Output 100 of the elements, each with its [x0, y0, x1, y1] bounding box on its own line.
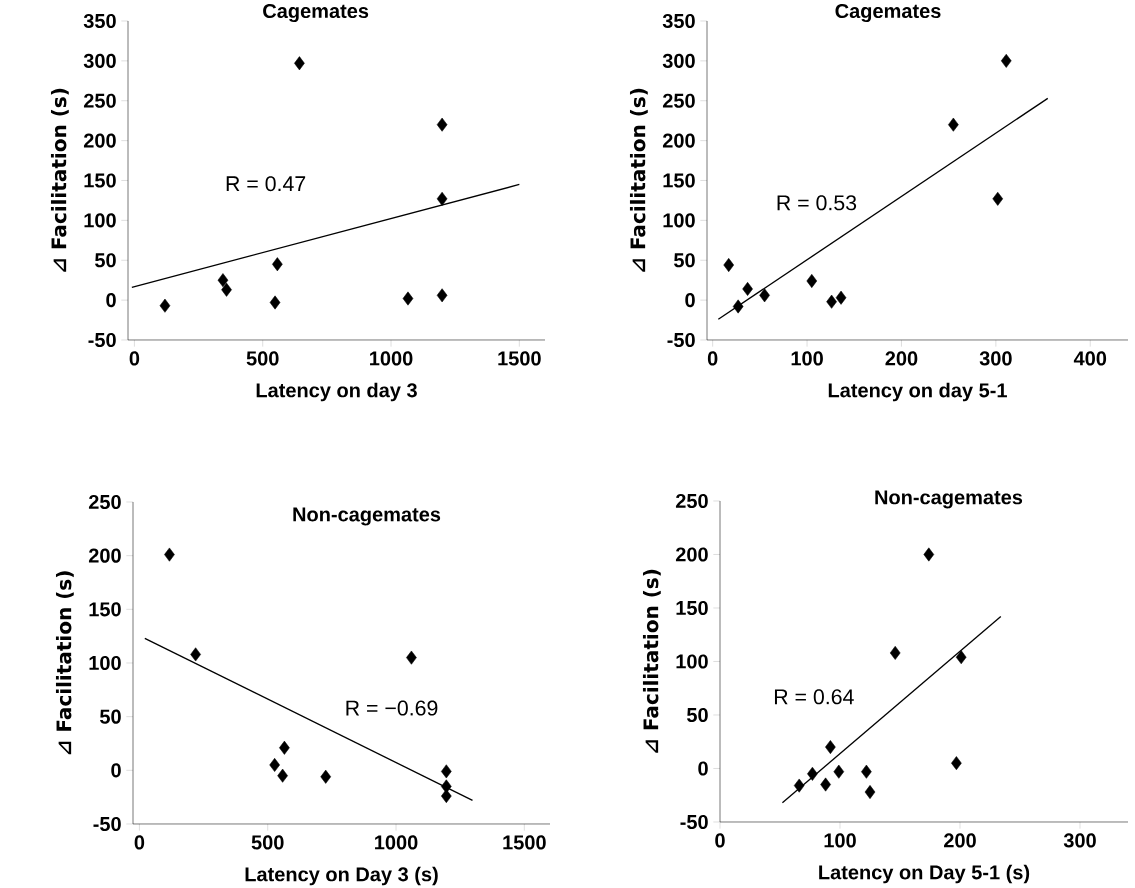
point: [294, 56, 305, 71]
x-tick-label: 0: [715, 833, 725, 848]
y-tick-label: 250: [662, 93, 695, 108]
point: [864, 785, 876, 799]
y-tick-label: 350: [662, 13, 695, 29]
y-tick-label: 150: [89, 602, 121, 617]
annotation: R = 0.53: [777, 195, 857, 211]
point: [806, 274, 818, 288]
point: [732, 299, 744, 314]
point: [861, 764, 872, 779]
x-tick-label: 1000: [375, 835, 418, 850]
x-tick-label: 1000: [370, 351, 413, 366]
y-tick-label: 150: [676, 600, 708, 616]
x-tick-label: 400: [1073, 351, 1107, 366]
y-tick-label: 200: [83, 133, 116, 148]
point: [190, 647, 201, 662]
x-tick-label: 0: [134, 835, 145, 850]
y-tick-label: 50: [94, 253, 116, 268]
x-tick-label: 1500: [503, 835, 546, 850]
y-tick-label: 0: [698, 761, 708, 776]
y-tick-label: 200: [662, 133, 695, 148]
y-tick-label: 200: [675, 547, 708, 562]
point: [955, 650, 967, 665]
x-tick-label: 500: [251, 835, 284, 850]
annotation: R = 0.64: [774, 689, 854, 705]
y-tick-label: -50: [667, 332, 695, 348]
point: [159, 298, 171, 313]
point: [269, 758, 280, 772]
point: [436, 288, 448, 303]
y-tick-label: 50: [673, 253, 695, 268]
point: [807, 766, 818, 781]
y-tick-label: 100: [89, 655, 121, 671]
y-tick-label: 100: [676, 654, 708, 669]
point: [826, 294, 837, 309]
point: [441, 764, 452, 779]
point: [436, 117, 448, 132]
y-tick-label: 300: [83, 53, 116, 68]
y-tick-label: 100: [663, 213, 695, 228]
point: [948, 117, 959, 132]
x-tick-label: 100: [824, 833, 856, 848]
point: [923, 547, 935, 562]
x-axis-title: Latency on day 3: [256, 382, 417, 402]
point: [759, 288, 770, 303]
y-tick-label: 150: [84, 173, 116, 188]
y-axis-title: ⊿ Facilitation (s): [642, 569, 661, 753]
point: [951, 756, 962, 771]
annotation: R = 0.47: [226, 176, 306, 192]
x-tick-label: 300: [1063, 833, 1096, 848]
y-tick-label: 250: [675, 493, 708, 509]
x-tick-label: 0: [707, 351, 718, 366]
y-tick-label: 50: [686, 707, 708, 723]
y-tick-label: 300: [662, 53, 695, 68]
point: [441, 789, 452, 804]
point: [1000, 53, 1012, 68]
point: [742, 282, 753, 296]
y-tick-label: 100: [84, 213, 116, 228]
y-axis-title: ⊿ Facilitation (s): [629, 88, 648, 272]
point: [277, 768, 288, 783]
point: [793, 778, 805, 793]
y-tick-label: -50: [680, 814, 708, 830]
point: [992, 191, 1004, 206]
y-tick-label: 50: [99, 709, 121, 724]
x-axis-title: Latency on Day 3 (s): [245, 866, 438, 886]
y-tick-label: 0: [106, 293, 116, 308]
y-tick-label: -50: [88, 332, 116, 348]
y-axis-title: ⊿ Facilitation (s): [55, 571, 74, 755]
point: [723, 258, 734, 272]
point: [436, 191, 448, 206]
point: [441, 779, 452, 794]
chart-title: Cagemates: [835, 3, 941, 23]
y-tick-label: 250: [83, 93, 116, 108]
x-tick-label: 300: [979, 351, 1012, 366]
y-axis-title: ⊿ Facilitation (s): [50, 88, 69, 272]
point: [833, 764, 845, 779]
point: [320, 769, 331, 784]
point: [279, 740, 290, 755]
point: [402, 291, 414, 306]
point: [269, 295, 281, 310]
x-tick-label: 100: [791, 351, 823, 366]
x-tick-label: 1500: [498, 351, 541, 366]
point: [217, 273, 229, 288]
point: [272, 257, 283, 272]
point: [406, 650, 417, 665]
x-axis-title: Latency on day 5-1: [828, 382, 1007, 402]
y-tick-label: 0: [111, 763, 121, 778]
y-tick-label: -50: [93, 816, 121, 832]
y-tick-label: 0: [685, 293, 695, 308]
chart-title: Non-cagemates: [875, 490, 1023, 509]
x-axis-title: Latency on Day 5-1 (s): [819, 864, 1030, 884]
y-tick-label: 250: [88, 494, 121, 510]
x-tick-label: 0: [129, 351, 140, 366]
point: [221, 282, 232, 297]
point: [825, 740, 836, 755]
y-tick-label: 200: [88, 548, 121, 563]
chart-title: Non-cagemates: [293, 507, 441, 526]
point: [835, 290, 847, 305]
chart-title: Cagemates: [263, 3, 369, 23]
y-tick-label: 350: [83, 13, 116, 29]
x-tick-label: 200: [944, 833, 976, 848]
point: [889, 645, 901, 660]
